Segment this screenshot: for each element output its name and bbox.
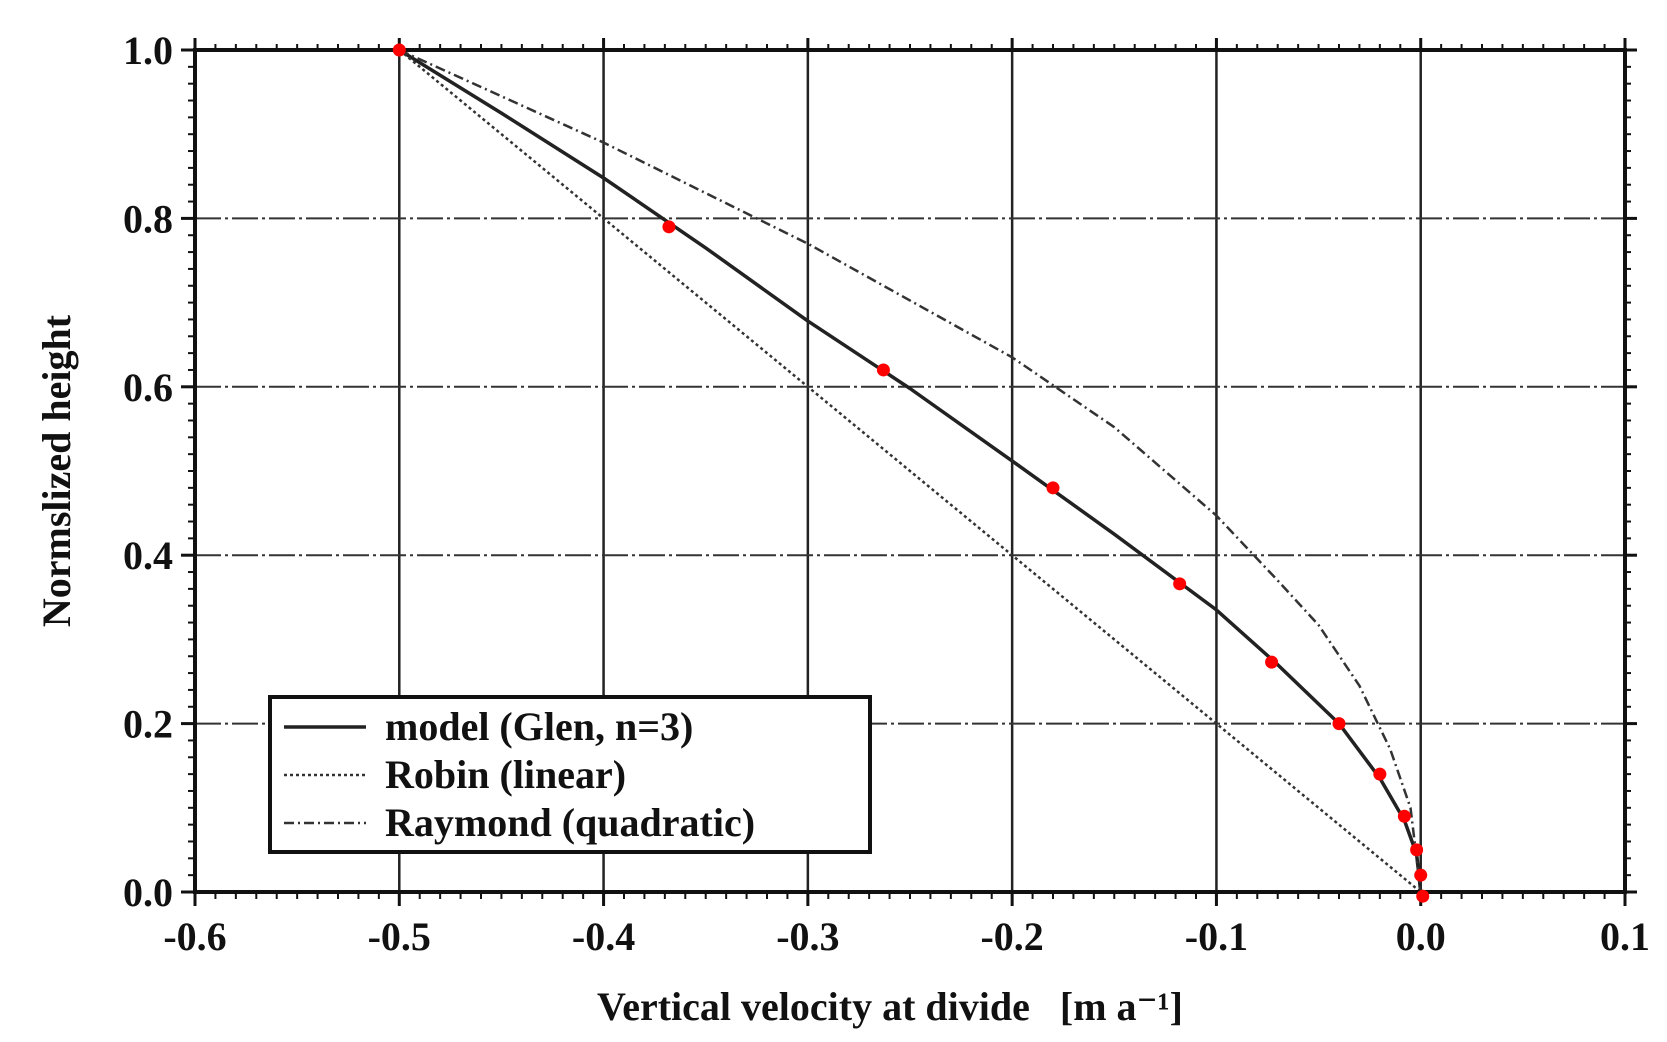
legend: model (Glen, n=3)Robin (linear)Raymond (…: [268, 695, 872, 854]
x-tick-label: -0.3: [776, 914, 839, 959]
x-axis-title: Vertical velocity at divide [m a⁻¹]: [597, 984, 1183, 1029]
data-point-marker: [1332, 717, 1346, 731]
data-point-marker: [1397, 809, 1411, 823]
legend-label-2: Robin (linear): [385, 752, 626, 797]
y-axis-title: Normslized height: [34, 314, 79, 627]
legend-label-3: Raymond (quadratic): [385, 800, 755, 845]
legend-box: [268, 695, 872, 854]
y-tick-label: 0.8: [123, 196, 173, 241]
data-point-marker: [876, 363, 890, 377]
data-point-marker: [662, 220, 676, 234]
y-tick-label: 0.4: [123, 533, 173, 578]
x-tick-label: 0.1: [1600, 914, 1650, 959]
marker-layer: [392, 43, 1430, 903]
x-tick-label: -0.1: [1185, 914, 1248, 959]
data-point-marker: [1410, 843, 1424, 857]
legend-label-1: model (Glen, n=3): [385, 704, 693, 749]
y-tick-label: 1.0: [123, 28, 173, 73]
y-tick-label: 0.2: [123, 702, 173, 747]
x-tick-label: -0.5: [368, 914, 431, 959]
data-point-marker: [1373, 767, 1387, 781]
series-layer: [398, 48, 1423, 893]
y-tick-label: 0.6: [123, 365, 173, 410]
series-line-1: [398, 48, 1423, 893]
series-line-3: [398, 48, 1422, 893]
x-tick-label: 0.0: [1396, 914, 1446, 959]
x-tick-label: -0.4: [572, 914, 635, 959]
x-tick-label: -0.2: [980, 914, 1043, 959]
x-tick-label: -0.6: [163, 914, 226, 959]
data-point-marker: [1414, 868, 1428, 882]
data-point-marker: [1046, 481, 1060, 495]
x-axis-title-text: Vertical velocity at divide: [597, 984, 1030, 1029]
data-point-marker: [1173, 577, 1187, 591]
data-point-marker: [392, 43, 406, 57]
data-point-marker: [1416, 889, 1430, 903]
series-line-2: [398, 49, 1422, 893]
data-point-marker: [1265, 655, 1279, 669]
x-axis-unit: [m a⁻¹]: [1060, 984, 1183, 1029]
y-tick-label: 0.0: [123, 870, 173, 915]
